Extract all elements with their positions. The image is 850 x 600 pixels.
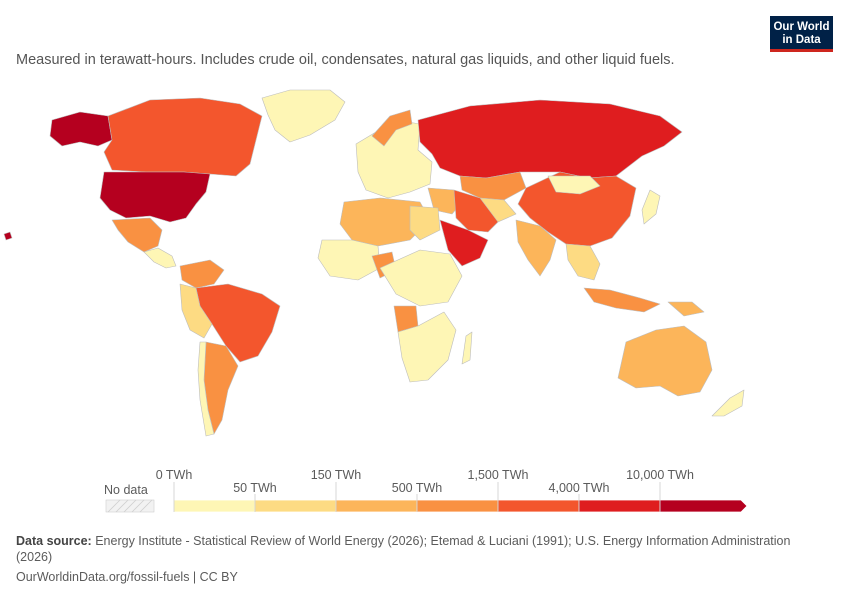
source-label: Data source:: [16, 534, 92, 548]
logo-line-1: Our World: [773, 21, 830, 33]
legend-label-bottom-0: 50 TWh: [233, 481, 277, 495]
legend-label-bottom-1: 500 TWh: [392, 481, 443, 495]
region-peru-bolivia[interactable]: [179, 283, 213, 339]
legend-bin-4[interactable]: [497, 499, 580, 513]
region-north-africa[interactable]: [339, 197, 431, 247]
region-chile[interactable]: [197, 341, 215, 437]
legend-label-top-2: 1,500 TWh: [468, 468, 529, 482]
region-norway[interactable]: [371, 109, 413, 147]
legend-no-data-hatch: [107, 499, 153, 513]
region-greenland[interactable]: [261, 89, 346, 143]
logo-line-2: in Data: [782, 33, 821, 46]
owid-logo[interactable]: Our World in Data: [770, 16, 833, 52]
world-map[interactable]: [0, 80, 850, 460]
region-central-africa[interactable]: [379, 249, 463, 307]
legend-label-top-3: 10,000 TWh: [626, 468, 694, 482]
footer-site-link[interactable]: OurWorldinData.org/fossil-fuels | CC BY: [16, 570, 238, 584]
region-alaska[interactable]: [49, 111, 113, 147]
legend-bin-6[interactable]: [659, 499, 748, 513]
region-new-zealand[interactable]: [711, 389, 745, 417]
region-usa[interactable]: [99, 171, 211, 223]
region-papua[interactable]: [667, 301, 705, 317]
region-southeast-asia[interactable]: [565, 243, 601, 281]
region-australia[interactable]: [617, 325, 713, 397]
region-northern-south-america[interactable]: [179, 259, 225, 289]
legend-label-top-0: 0 TWh: [156, 468, 193, 482]
region-indonesia[interactable]: [583, 287, 661, 313]
region-southern-africa[interactable]: [397, 311, 457, 383]
region-saudi-arabia[interactable]: [439, 219, 489, 267]
chart-subtitle: Measured in terawatt-hours. Includes cru…: [16, 52, 675, 68]
legend-no-data-label: No data: [104, 483, 148, 497]
legend-bin-0[interactable]: [173, 499, 256, 513]
region-madagascar[interactable]: [461, 331, 473, 365]
legend-bin-1[interactable]: [254, 499, 337, 513]
legend-label-bottom-2: 4,000 TWh: [549, 481, 610, 495]
region-hawaii[interactable]: [3, 231, 13, 241]
legend-bin-2[interactable]: [335, 499, 418, 513]
region-mexico[interactable]: [111, 217, 163, 253]
region-japan[interactable]: [641, 189, 661, 225]
region-central-america[interactable]: [143, 247, 177, 269]
region-egypt[interactable]: [409, 205, 441, 241]
legend-bin-3[interactable]: [416, 499, 499, 513]
region-iran[interactable]: [453, 189, 499, 233]
region-kazakhstan[interactable]: [459, 171, 527, 201]
map-legend: No data 0 TWh 150 TWh 1,500 TWh 10,000 TWh 5…: [104, 468, 748, 513]
region-india[interactable]: [515, 219, 557, 277]
region-russia[interactable]: [417, 99, 683, 179]
source-text: Energy Institute - Statistical Review of…: [16, 534, 791, 564]
region-mongolia[interactable]: [547, 175, 601, 195]
legend-label-top-1: 150 TWh: [311, 468, 362, 482]
legend-bin-5[interactable]: [578, 499, 661, 513]
region-canada[interactable]: [103, 97, 263, 177]
footer-source: Data source: Energy Institute - Statisti…: [16, 533, 826, 565]
region-west-africa[interactable]: [317, 239, 381, 281]
